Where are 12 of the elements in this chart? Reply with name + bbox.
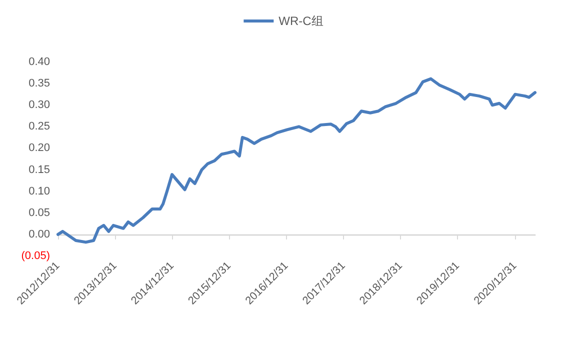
y-tick-label: 0.15 bbox=[28, 164, 50, 176]
y-tick-label: 0.25 bbox=[28, 120, 50, 133]
y-tick-label: 0.30 bbox=[28, 99, 50, 112]
line-series bbox=[56, 77, 536, 244]
y-tick-label: 0.05 bbox=[28, 206, 50, 219]
y-tick-label: (0.05) bbox=[21, 250, 50, 262]
y-tick-label: 0.00 bbox=[28, 228, 50, 240]
y-tick-label: 0.35 bbox=[28, 78, 50, 90]
y-tick-label: 0.10 bbox=[28, 185, 50, 198]
y-tick-label: 0.40 bbox=[28, 56, 50, 68]
y-tick-label: 0.20 bbox=[28, 142, 50, 154]
legend-label: WR-C组 bbox=[278, 14, 324, 28]
